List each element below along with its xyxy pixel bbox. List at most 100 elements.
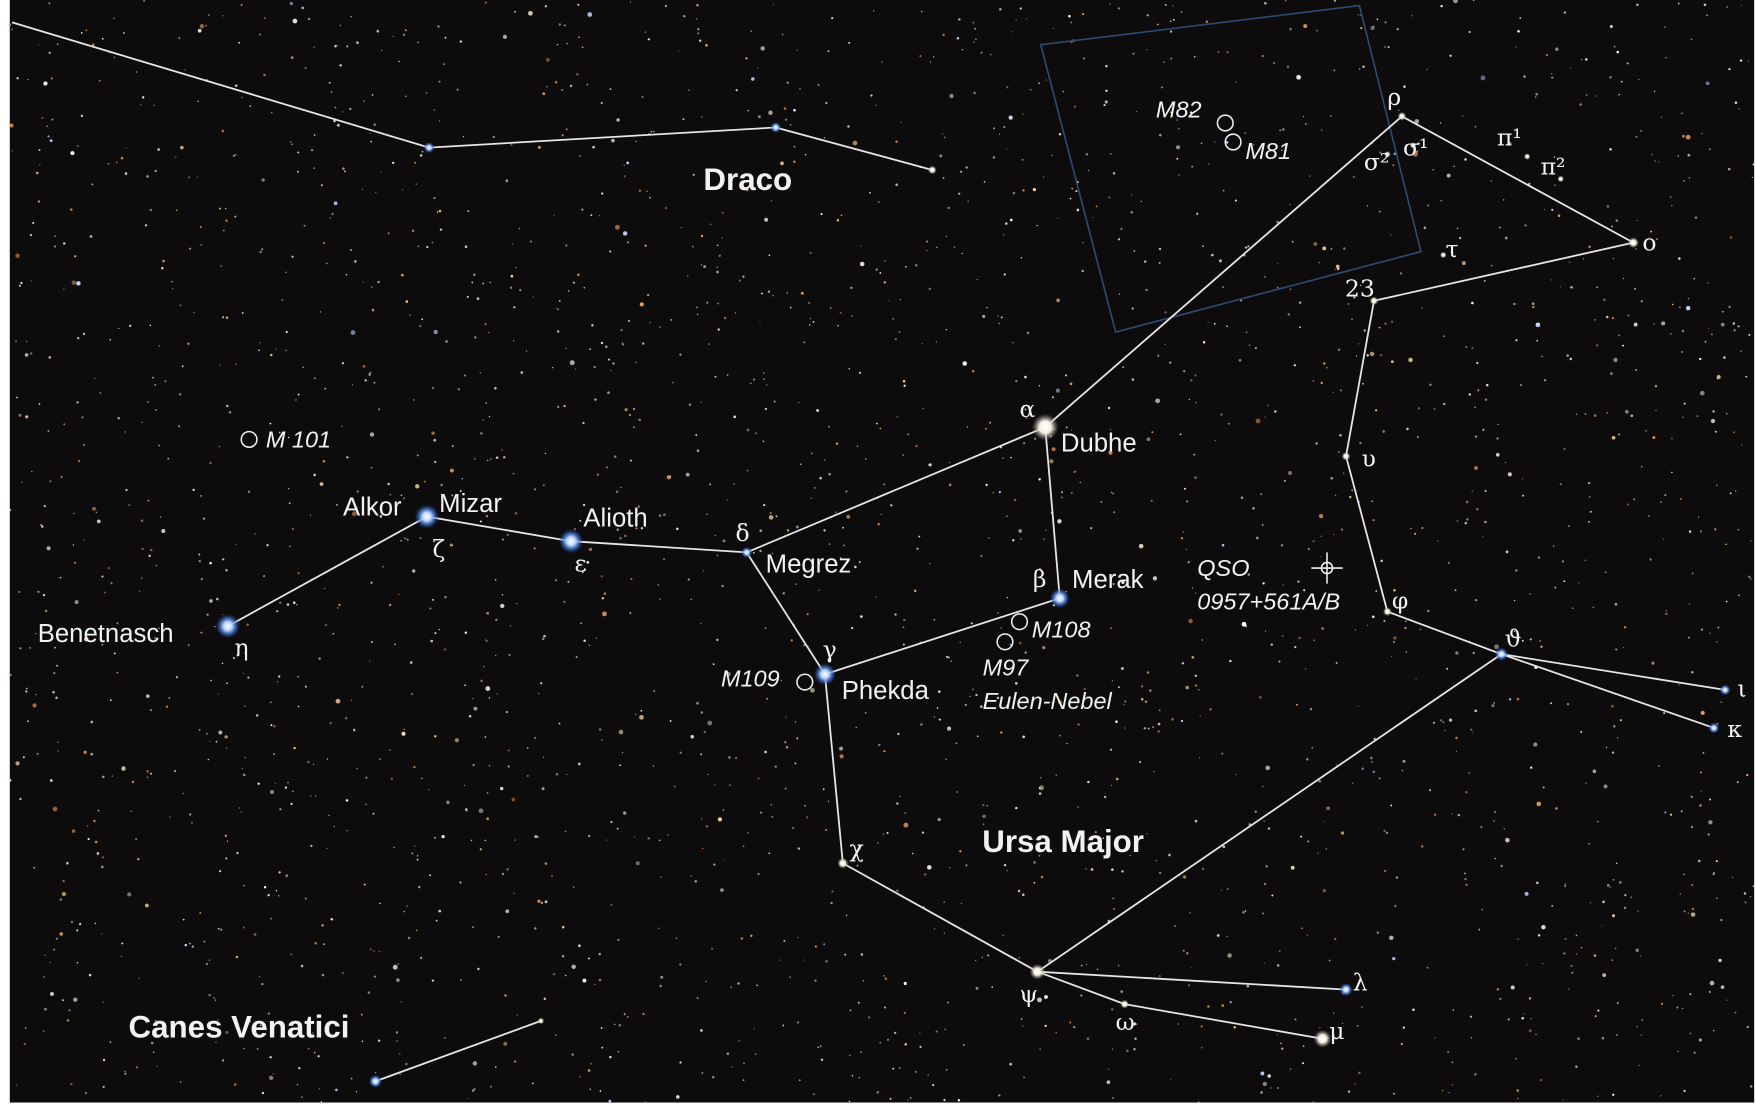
background-star bbox=[546, 86, 547, 87]
background-star bbox=[1633, 498, 1635, 500]
background-star bbox=[1540, 646, 1542, 648]
background-star bbox=[1563, 1100, 1564, 1101]
background-star bbox=[1132, 307, 1134, 309]
background-star bbox=[209, 741, 210, 742]
background-star bbox=[993, 127, 995, 129]
background-star bbox=[663, 558, 665, 560]
background-star bbox=[56, 938, 58, 940]
background-star bbox=[422, 151, 424, 153]
background-star bbox=[351, 700, 352, 701]
background-star bbox=[305, 898, 307, 900]
background-star bbox=[958, 18, 961, 21]
background-star bbox=[410, 661, 413, 664]
background-star bbox=[1310, 708, 1312, 710]
background-star bbox=[78, 460, 80, 462]
background-star bbox=[1331, 248, 1333, 250]
background-star bbox=[876, 269, 878, 271]
background-star bbox=[371, 286, 373, 288]
background-star bbox=[1462, 261, 1466, 265]
background-star bbox=[485, 686, 490, 691]
background-star bbox=[818, 84, 820, 86]
background-star bbox=[176, 676, 178, 678]
background-star bbox=[353, 729, 356, 732]
background-star bbox=[1015, 380, 1017, 382]
background-star bbox=[797, 50, 798, 51]
background-star bbox=[1134, 250, 1136, 252]
background-star bbox=[975, 960, 977, 962]
background-star bbox=[557, 406, 559, 408]
background-star bbox=[842, 527, 844, 529]
background-star bbox=[799, 88, 801, 90]
background-star bbox=[249, 105, 251, 107]
background-star bbox=[62, 880, 64, 882]
background-star bbox=[387, 483, 390, 486]
background-star bbox=[839, 747, 843, 751]
background-star bbox=[25, 415, 28, 418]
background-star bbox=[1190, 379, 1192, 381]
background-star bbox=[830, 307, 832, 309]
background-star bbox=[99, 80, 101, 82]
background-star bbox=[346, 45, 348, 47]
background-star bbox=[125, 172, 128, 175]
background-star bbox=[724, 317, 727, 320]
background-star bbox=[394, 644, 396, 646]
background-star bbox=[616, 490, 619, 493]
background-star bbox=[1615, 603, 1618, 606]
background-star bbox=[1710, 981, 1715, 986]
background-star bbox=[1577, 1037, 1579, 1039]
background-star bbox=[1146, 49, 1147, 50]
background-star bbox=[1188, 561, 1190, 563]
background-star bbox=[88, 838, 90, 840]
background-star bbox=[1364, 329, 1366, 331]
background-star bbox=[318, 657, 320, 659]
background-star bbox=[363, 282, 364, 283]
background-star bbox=[1401, 1043, 1403, 1045]
background-star bbox=[939, 154, 942, 157]
background-star bbox=[590, 214, 592, 216]
background-star bbox=[957, 37, 960, 40]
background-star bbox=[627, 241, 629, 243]
background-star bbox=[1183, 531, 1184, 532]
background-star bbox=[1163, 61, 1165, 63]
background-star bbox=[1579, 103, 1582, 106]
background-star bbox=[1738, 595, 1740, 597]
background-star bbox=[1716, 485, 1717, 486]
background-star bbox=[1111, 1008, 1113, 1010]
background-star bbox=[85, 1092, 87, 1094]
background-star bbox=[904, 812, 906, 814]
background-star bbox=[501, 449, 503, 451]
background-star bbox=[398, 61, 399, 62]
background-star bbox=[1459, 237, 1461, 239]
background-star bbox=[504, 994, 506, 996]
background-star bbox=[791, 639, 793, 641]
background-star bbox=[1728, 306, 1730, 308]
background-star bbox=[396, 1040, 398, 1042]
background-star bbox=[1178, 1023, 1179, 1024]
background-star bbox=[1281, 1048, 1283, 1050]
background-star bbox=[1120, 990, 1123, 993]
background-star bbox=[972, 370, 975, 373]
background-star bbox=[48, 2, 50, 4]
background-star bbox=[949, 867, 950, 868]
background-star bbox=[1530, 638, 1532, 640]
background-star bbox=[1226, 325, 1228, 327]
background-star bbox=[633, 408, 635, 410]
background-star bbox=[330, 918, 333, 921]
background-star bbox=[121, 157, 124, 160]
background-star bbox=[1649, 558, 1651, 560]
background-star bbox=[1158, 723, 1161, 726]
background-star bbox=[1623, 647, 1624, 648]
background-star bbox=[1214, 141, 1215, 142]
background-star bbox=[1052, 396, 1054, 398]
background-star bbox=[1525, 224, 1527, 226]
background-star bbox=[489, 765, 491, 767]
object-label: 0957+561A/B bbox=[1197, 588, 1340, 614]
background-star bbox=[1493, 702, 1495, 704]
background-star bbox=[1735, 490, 1737, 492]
background-star bbox=[332, 633, 334, 635]
background-star bbox=[471, 840, 473, 842]
background-star bbox=[482, 283, 484, 285]
background-star bbox=[415, 484, 419, 488]
background-star bbox=[1105, 100, 1108, 103]
background-star bbox=[56, 665, 58, 667]
